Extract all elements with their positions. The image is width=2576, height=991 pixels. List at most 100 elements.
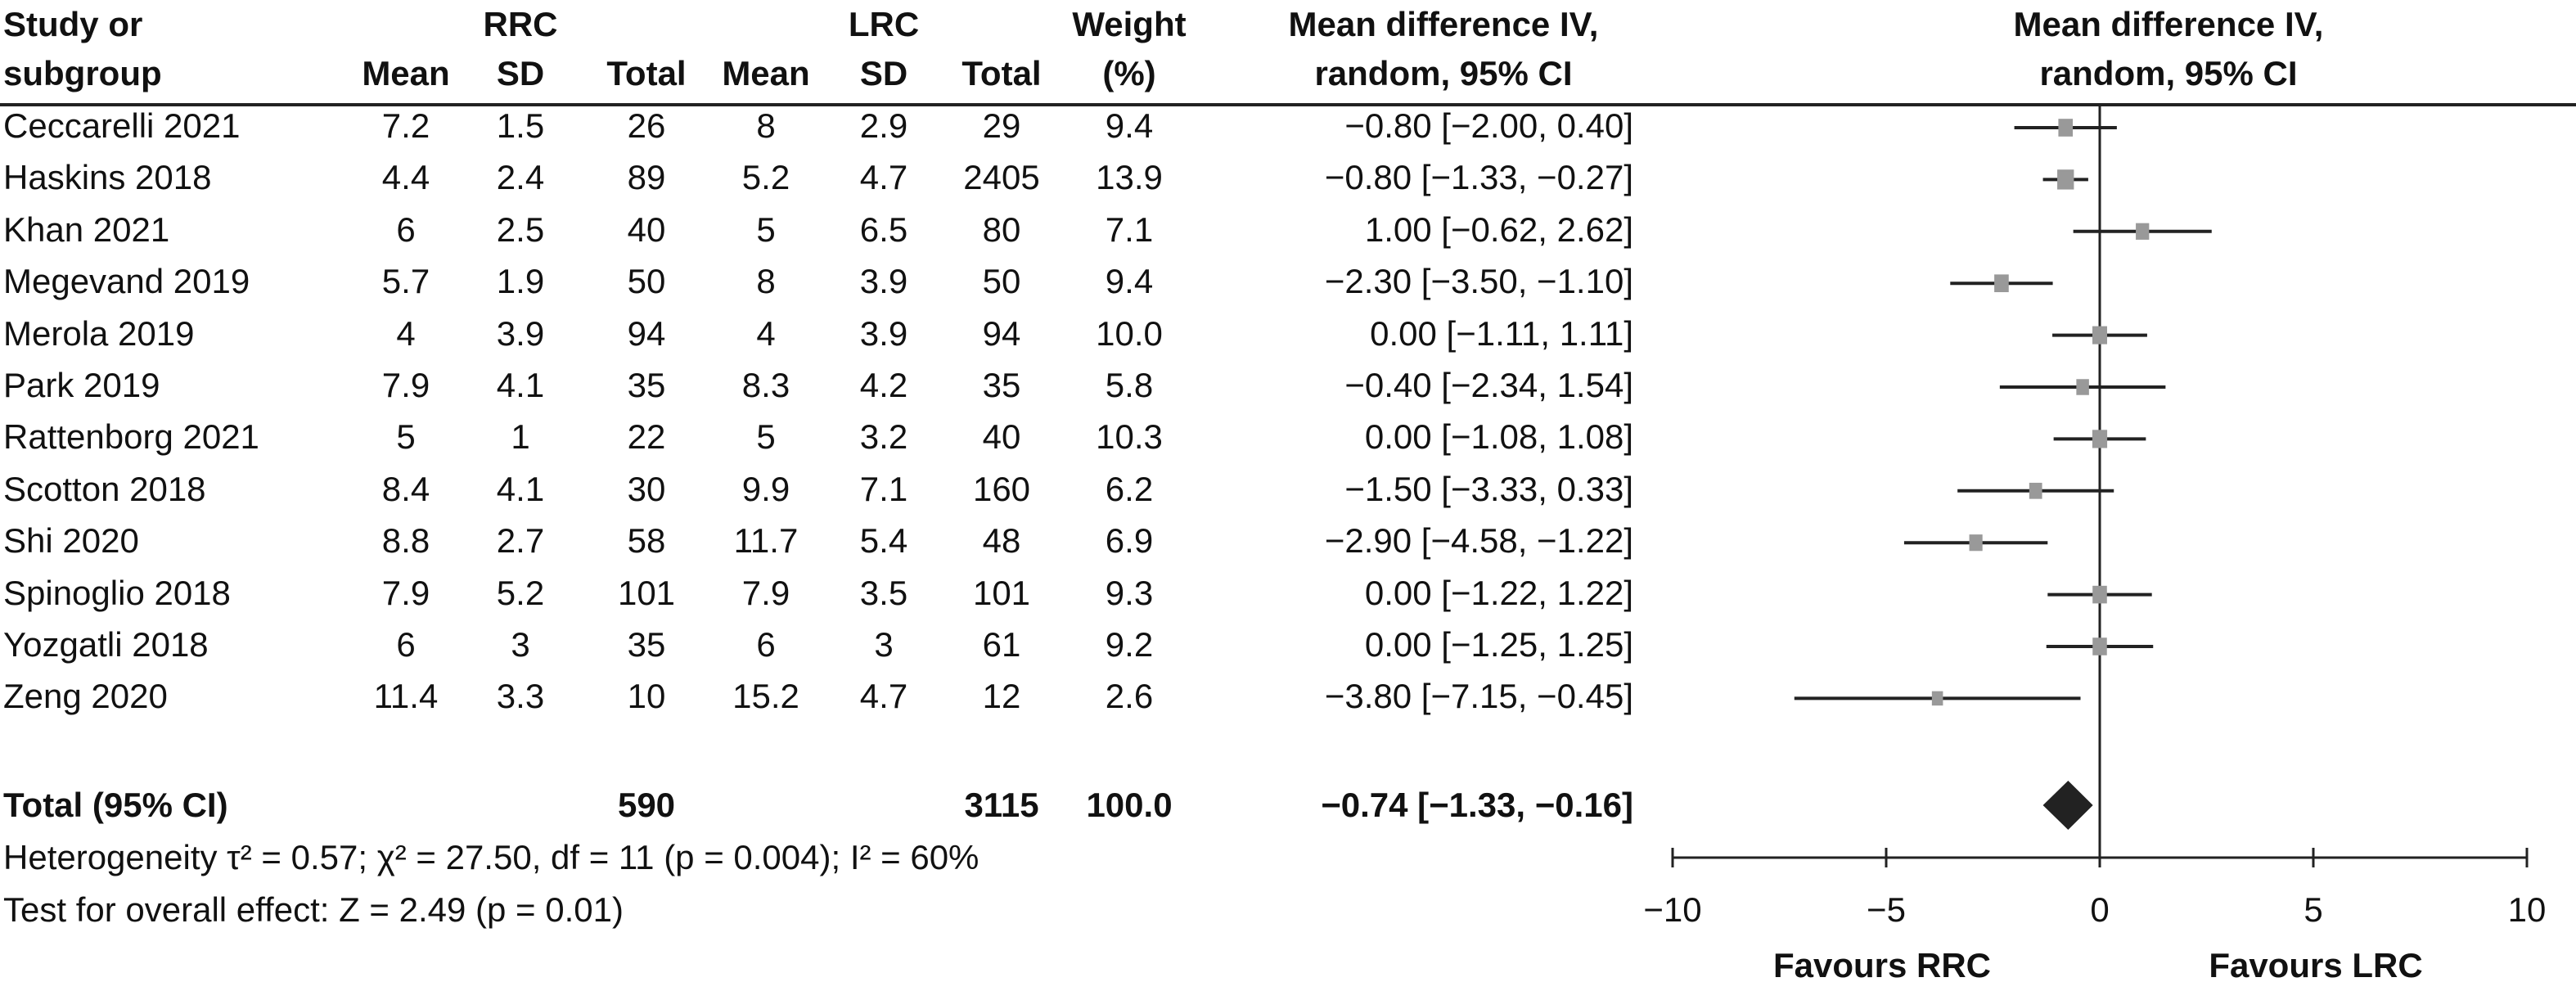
study-lrc-sd: 6.5 (859, 209, 908, 249)
study-rrc-total: 22 (627, 417, 666, 457)
header-weight-2: (%) (1102, 54, 1156, 92)
study-md-text: −3.80 [−7.15, −0.45] (1324, 677, 1633, 716)
study-name: Spinoglio 2018 (3, 573, 231, 612)
header-study-1: Study or (3, 5, 143, 43)
study-lrc-mean: 9.9 (741, 469, 790, 508)
x-tick-label: −5 (1867, 890, 1906, 929)
header-plot-2: random, 95% CI (2039, 54, 2298, 92)
study-rrc-mean: 8.4 (381, 469, 430, 508)
total-lrc: 3115 (964, 786, 1039, 824)
study-md-text: 0.00 [−1.22, 1.22] (1364, 573, 1633, 612)
header-rrc-mean: Mean (362, 54, 450, 92)
study-rrc-mean: 7.9 (381, 366, 430, 404)
study-md-text: −1.50 [−3.33, 0.33] (1344, 469, 1633, 508)
study-rrc-sd: 4.1 (496, 469, 545, 508)
study-lrc-total: 40 (982, 417, 1021, 457)
study-rrc-sd: 1.9 (496, 262, 545, 301)
study-lrc-total: 2405 (963, 158, 1040, 197)
study-weight: 9.4 (1105, 262, 1154, 301)
study-rrc-total: 26 (627, 106, 666, 145)
summary-diamond (2042, 781, 2093, 830)
study-rrc-total: 10 (627, 677, 666, 716)
left-label: Favours RRC (1773, 946, 1991, 984)
header-lrc-mean: Mean (722, 54, 810, 92)
study-lrc-mean: 8.3 (741, 366, 790, 404)
study-rrc-mean: 6 (396, 209, 416, 249)
study-lrc-total: 80 (982, 209, 1021, 249)
study-weight: 10.3 (1096, 417, 1163, 457)
header-rrc: RRC (483, 5, 558, 43)
study-name: Ceccarelli 2021 (3, 106, 241, 145)
effect-square (1994, 274, 2009, 293)
study-rrc-total: 40 (627, 209, 666, 249)
study-md-text: −2.30 [−3.50, −1.10] (1324, 262, 1633, 301)
study-rrc-total: 89 (627, 158, 666, 197)
header-plot-1: Mean difference IV, (2013, 5, 2324, 43)
effect-square (2092, 637, 2107, 655)
study-name: Megevand 2019 (3, 262, 250, 301)
study-md-text: −0.80 [−1.33, −0.27] (1324, 158, 1633, 197)
study-name: Park 2019 (3, 366, 160, 404)
study-rrc-total: 58 (627, 521, 666, 561)
study-weight: 2.6 (1105, 677, 1154, 716)
study-lrc-sd: 4.7 (859, 158, 908, 197)
study-rrc-total: 35 (627, 625, 666, 664)
study-lrc-mean: 4 (756, 313, 776, 353)
study-lrc-mean: 5.2 (741, 158, 790, 197)
study-name: Yozgatli 2018 (3, 625, 209, 664)
study-rrc-total: 35 (627, 366, 666, 404)
overall-effect-text: Test for overall effect: Z = 2.49 (p = 0… (3, 890, 624, 929)
study-md-text: −0.40 [−2.34, 1.54] (1344, 366, 1633, 404)
study-weight: 9.4 (1105, 106, 1154, 145)
study-weight: 10.0 (1096, 313, 1163, 353)
x-tick-label: −10 (1643, 890, 1701, 929)
total-md: −0.74 [−1.33, −0.16] (1321, 786, 1633, 824)
study-rrc-sd: 3.3 (496, 677, 545, 716)
x-tick-label: 10 (2508, 890, 2547, 929)
study-lrc-sd: 3.2 (859, 417, 908, 457)
study-rrc-mean: 7.2 (381, 106, 430, 145)
study-rrc-total: 30 (627, 469, 666, 508)
effect-square (1931, 691, 1943, 706)
study-rrc-total: 101 (617, 573, 676, 612)
study-lrc-mean: 11.7 (733, 521, 799, 561)
study-weight: 6.9 (1105, 521, 1154, 561)
study-name: Scotton 2018 (3, 469, 206, 508)
study-lrc-total: 35 (982, 366, 1021, 404)
header-rrc-sd: SD (496, 54, 545, 92)
study-rrc-sd: 3 (511, 625, 530, 664)
effect-square (1969, 534, 1983, 552)
header-md-1: Mean difference IV, (1288, 5, 1599, 43)
total-rrc: 590 (617, 786, 676, 824)
study-name: Zeng 2020 (3, 677, 168, 716)
study-lrc-mean: 6 (756, 625, 776, 664)
heterogeneity-text: Heterogeneity τ² = 0.57; χ² = 27.50, df … (3, 838, 980, 876)
effect-square (2136, 223, 2150, 240)
study-lrc-total: 61 (982, 625, 1021, 664)
header-rrc-total: Total (606, 54, 687, 92)
study-rrc-sd: 1 (511, 417, 530, 457)
study-lrc-mean: 5 (756, 209, 776, 249)
study-name: Haskins 2018 (3, 158, 212, 197)
study-lrc-total: 12 (982, 677, 1021, 716)
study-md-text: 0.00 [−1.08, 1.08] (1364, 417, 1633, 457)
study-rrc-mean: 5.7 (381, 262, 430, 301)
study-weight: 6.2 (1105, 469, 1154, 508)
study-rrc-sd: 3.9 (496, 313, 545, 353)
effect-square (2029, 482, 2042, 499)
study-md-text: 1.00 [−0.62, 2.62] (1364, 209, 1633, 249)
header-lrc-sd: SD (859, 54, 908, 92)
study-rrc-mean: 5 (396, 417, 416, 457)
header-rule (0, 103, 2576, 106)
study-lrc-total: 160 (972, 469, 1031, 508)
study-lrc-sd: 3.9 (859, 262, 908, 301)
effect-square (2092, 326, 2107, 345)
study-md-text: 0.00 [−1.25, 1.25] (1364, 625, 1633, 664)
study-lrc-total: 29 (982, 106, 1021, 145)
study-name: Merola 2019 (3, 313, 195, 353)
study-lrc-mean: 15.2 (732, 677, 799, 716)
effect-square (2058, 119, 2074, 137)
study-weight: 9.3 (1105, 573, 1154, 612)
study-weight: 7.1 (1105, 209, 1154, 249)
